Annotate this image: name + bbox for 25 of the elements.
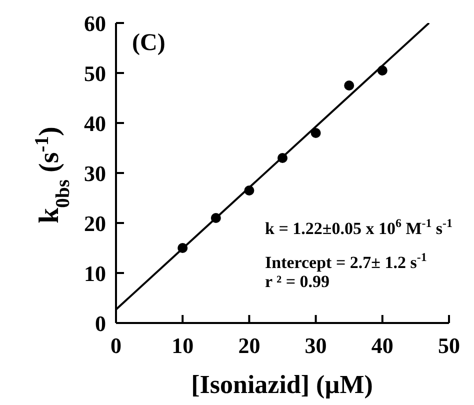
y-tick-label: 40: [84, 111, 106, 136]
annotation: Intercept = 2.7± 1.2 s$^{-1}$: [265, 250, 427, 272]
x-axis-title: [Isoniazid] (µM): [191, 370, 373, 399]
point: [244, 186, 254, 196]
y-tick-label: 10: [84, 261, 106, 286]
point: [278, 153, 288, 163]
annotation: r ² = 0.99: [265, 272, 330, 291]
x-tick-label: 50: [438, 333, 460, 358]
point: [210, 213, 221, 223]
x-tick-label: 40: [371, 333, 394, 358]
point: [377, 66, 388, 76]
annotation: k = 1.22±0.05 x 10$^{6}$ M$^{-1}$ s$^{-1}$: [265, 216, 452, 238]
annotation: (C): [132, 30, 166, 56]
x-tick-label: 30: [304, 333, 327, 358]
x-tick-label: 10: [172, 333, 194, 358]
y-tick-label: 50: [84, 61, 106, 86]
y-tick-label: 60: [84, 11, 106, 36]
y-tick-label: 30: [84, 161, 106, 186]
point: [344, 80, 354, 90]
point: [310, 128, 321, 138]
point: [178, 243, 188, 253]
x-tick-label: 20: [238, 333, 260, 358]
x-tick-label: 0: [110, 333, 122, 358]
y-tick-label: 0: [95, 311, 106, 336]
y-tick-label: 20: [84, 211, 106, 236]
